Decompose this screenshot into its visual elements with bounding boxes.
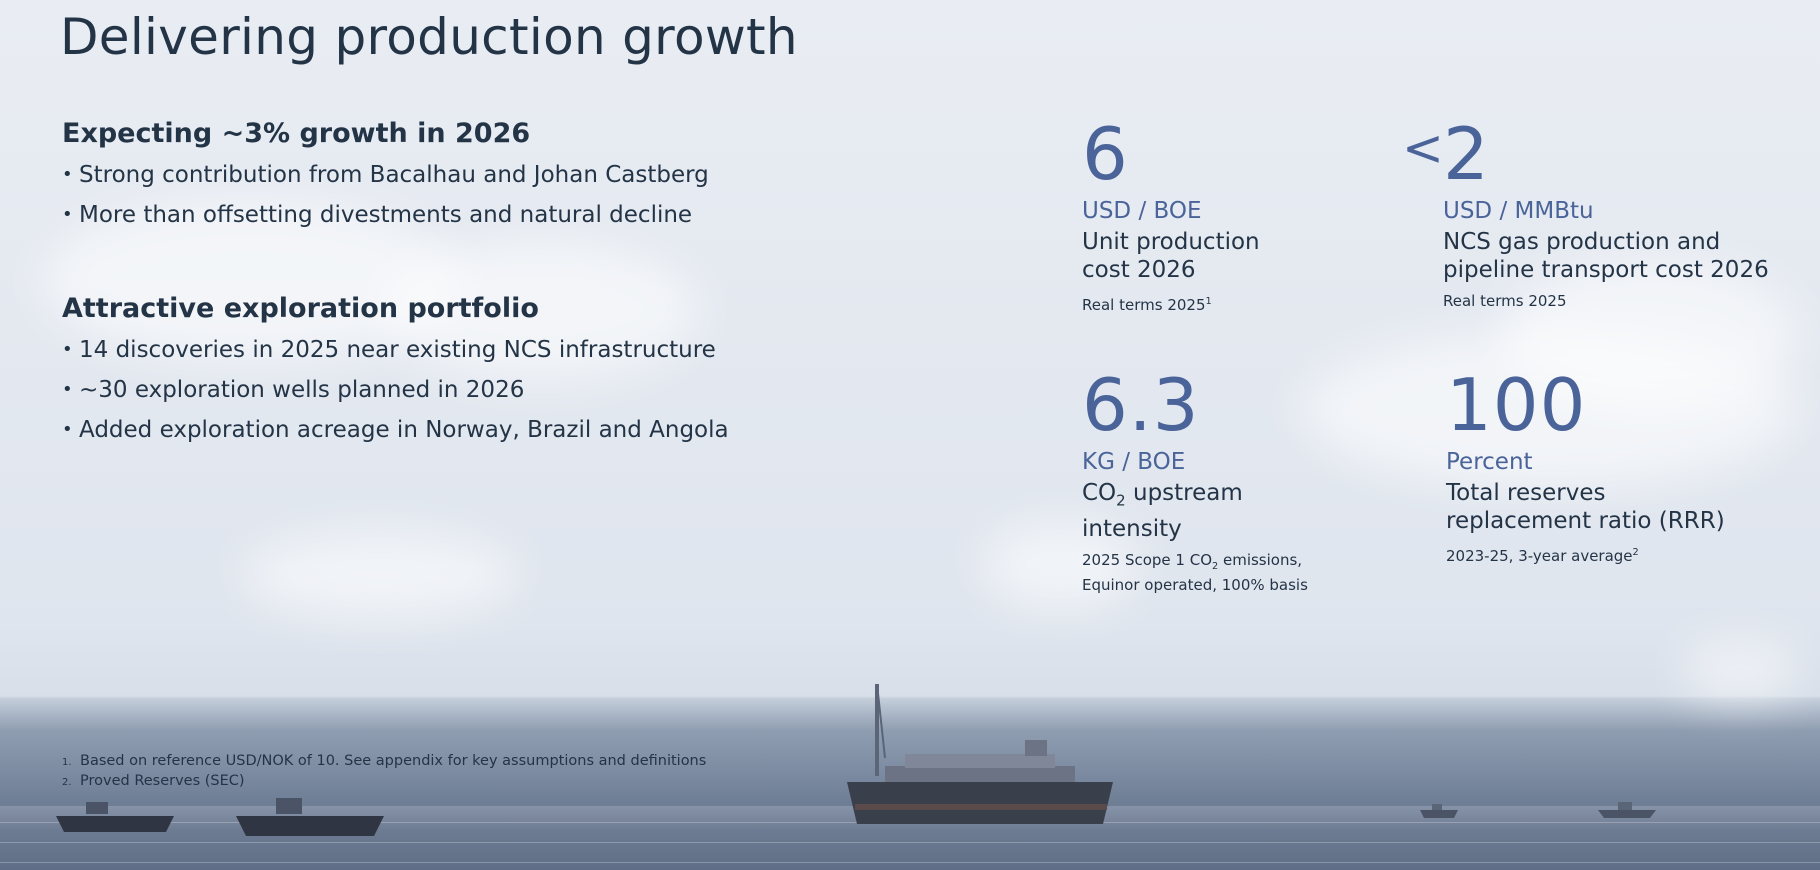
metric-description: NCS gas production and pipeline transpor…: [1443, 228, 1769, 284]
footnote-text: Based on reference USD/NOK of 10. See ap…: [80, 753, 707, 769]
background-cloud: [240, 530, 520, 620]
description-line: cost 2026: [1082, 257, 1196, 283]
list-item: Strong contribution from Bacalhau and Jo…: [62, 155, 709, 195]
background-cloud: [980, 520, 1140, 610]
list-item: Added exploration acreage in Norway, Bra…: [62, 410, 729, 450]
sea-ripple: [0, 862, 1820, 863]
page-title: Delivering production growth: [60, 8, 798, 66]
description-text: upstream: [1125, 480, 1243, 506]
subscript: 2: [1116, 491, 1126, 510]
metric-note: Real terms 20251: [1082, 292, 1260, 315]
background-cloud: [1680, 640, 1800, 700]
metric-gas-cost: 2 USD / MMBtu NCS gas production and pip…: [1443, 118, 1769, 311]
less-than-symbol: <: [1402, 119, 1444, 177]
distant-ship-image: [1598, 802, 1656, 818]
description-line: replacement ratio (RRR): [1446, 508, 1725, 534]
footnote-number: 2.: [62, 777, 72, 788]
growth-section: Expecting ~3% growth in 2026 Strong cont…: [62, 118, 709, 235]
subscript: 2: [1212, 560, 1219, 572]
note-text: 2025 Scope 1 CO: [1082, 550, 1212, 569]
sea-ripple: [0, 842, 1820, 843]
bullet-list: 14 discoveries in 2025 near existing NCS…: [62, 330, 729, 450]
metric-description: CO2 upstream intensity: [1082, 479, 1308, 543]
footnote: 2. Proved Reserves (SEC): [62, 772, 706, 792]
metric-value: 6.3: [1082, 363, 1200, 447]
metric-value: 100: [1446, 363, 1587, 447]
description-line: Unit production: [1082, 229, 1260, 255]
note-text: 2023-25, 3-year average: [1446, 547, 1633, 565]
metric-unit: KG / BOE: [1082, 449, 1186, 475]
fpso-vessel-image: [847, 683, 1113, 824]
description-line: intensity: [1082, 515, 1182, 542]
description-line: Total reserves: [1446, 480, 1606, 506]
section-heading: Attractive exploration portfolio: [62, 293, 539, 324]
metric-value: 2: [1443, 112, 1490, 196]
metric-rrr: 100 Percent Total reserves replacement r…: [1446, 369, 1725, 566]
section-heading: Expecting ~3% growth in 2026: [62, 118, 531, 149]
background-cloud: [1500, 260, 1800, 410]
metric-note: 2023-25, 3-year average2: [1446, 543, 1725, 566]
supply-ship-image: [56, 802, 174, 832]
metric-note: Real terms 2025: [1443, 292, 1567, 310]
footnote-number: 1.: [62, 757, 72, 768]
metric-unit: Percent: [1446, 449, 1533, 475]
footnotes: 1. Based on reference USD/NOK of 10. See …: [62, 752, 706, 792]
metric-value: 6: [1082, 112, 1129, 196]
footnote: 1. Based on reference USD/NOK of 10. See …: [62, 752, 706, 772]
metric-description: Total reserves replacement ratio (RRR): [1446, 479, 1725, 535]
metric-unit: USD / BOE: [1082, 198, 1202, 224]
note-text: Real terms 2025: [1082, 296, 1206, 314]
metric-unit: USD / MMBtu: [1443, 198, 1594, 224]
metric-unit-cost: 6 USD / BOE Unit production cost 2026 Re…: [1082, 118, 1260, 315]
note-line: Equinor operated, 100% basis: [1082, 575, 1308, 594]
footnote-ref: 2: [1632, 547, 1639, 558]
description-line: CO2 upstream: [1082, 479, 1308, 515]
note-text: emissions,: [1218, 550, 1303, 569]
description-line: pipeline transport cost 2026: [1443, 257, 1769, 283]
metric-co2-intensity: 6.3 KG / BOE CO2 upstream intensity 2025…: [1082, 369, 1308, 595]
metric-description: Unit production cost 2026: [1082, 228, 1260, 284]
footnote-text: Proved Reserves (SEC): [80, 773, 245, 789]
note-line: 2025 Scope 1 CO2 emissions,: [1082, 551, 1308, 576]
description-line: NCS gas production and: [1443, 229, 1721, 255]
exploration-section: Attractive exploration portfolio 14 disc…: [62, 293, 729, 450]
supply-ship-image: [236, 798, 384, 836]
distant-ship-image: [1420, 804, 1458, 818]
bullet-list: Strong contribution from Bacalhau and Jo…: [62, 155, 709, 235]
list-item: ~30 exploration wells planned in 2026: [62, 370, 729, 410]
co2-text: CO: [1082, 480, 1117, 506]
list-item: 14 discoveries in 2025 near existing NCS…: [62, 330, 729, 370]
list-item: More than offsetting divestments and nat…: [62, 195, 709, 235]
footnote-ref: 1: [1205, 296, 1212, 307]
metric-note: 2025 Scope 1 CO2 emissions, Equinor oper…: [1082, 551, 1308, 595]
